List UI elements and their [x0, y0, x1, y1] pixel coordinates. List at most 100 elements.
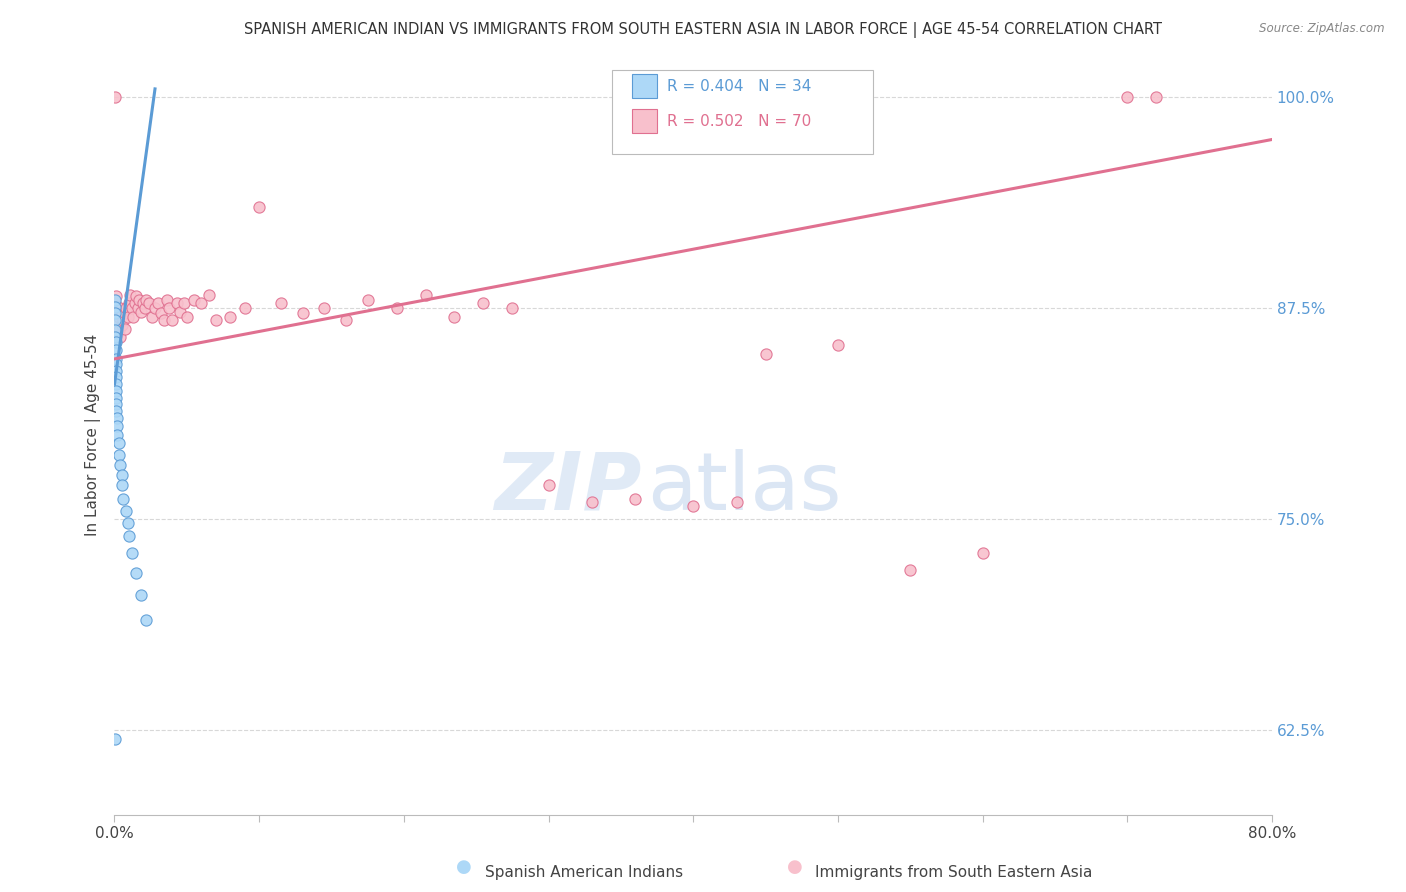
Point: [118, 296, 141, 310]
Text: R = 0.502   N = 70: R = 0.502 N = 70: [666, 113, 811, 128]
Point: [104, 370, 127, 384]
Point: [112, 313, 135, 327]
Point: [122, 310, 145, 324]
Point: [183, 293, 205, 307]
Point: [162, 313, 184, 327]
Point: [104, 323, 127, 337]
Point: [104, 296, 127, 310]
Point: [104, 306, 127, 320]
Point: [135, 614, 157, 628]
Point: [501, 301, 523, 316]
Point: [682, 499, 704, 513]
Point: [129, 588, 152, 602]
Point: [104, 293, 127, 307]
Text: ZIP: ZIP: [494, 449, 641, 527]
Point: [112, 491, 135, 506]
FancyBboxPatch shape: [612, 70, 873, 153]
Point: [115, 301, 138, 316]
Point: [152, 313, 174, 327]
Y-axis label: In Labor Force | Age 45-54: In Labor Force | Age 45-54: [86, 334, 101, 536]
FancyBboxPatch shape: [631, 74, 658, 98]
Point: [233, 301, 256, 316]
Point: [197, 287, 219, 301]
Point: [291, 306, 314, 320]
Point: [270, 296, 292, 310]
Point: [357, 293, 380, 307]
Point: [108, 436, 131, 450]
Point: [104, 289, 127, 303]
Point: [104, 334, 127, 349]
Point: [219, 310, 242, 324]
Point: [104, 90, 127, 104]
Point: [105, 419, 128, 434]
Point: [114, 321, 136, 335]
Point: [247, 200, 270, 214]
Point: [110, 458, 132, 473]
Point: [132, 296, 155, 310]
Point: [104, 404, 127, 418]
Point: [105, 411, 128, 425]
Point: [104, 300, 127, 314]
Point: [104, 343, 127, 358]
Text: ●: ●: [456, 858, 472, 876]
Point: [117, 310, 139, 324]
Point: [114, 306, 136, 320]
Point: [754, 347, 776, 361]
Point: [111, 478, 134, 492]
Text: SPANISH AMERICAN INDIAN VS IMMIGRANTS FROM SOUTH EASTERN ASIA IN LABOR FORCE | A: SPANISH AMERICAN INDIAN VS IMMIGRANTS FR…: [245, 22, 1161, 38]
Point: [104, 364, 127, 378]
Point: [108, 448, 131, 462]
Point: [204, 313, 226, 327]
Point: [190, 296, 212, 310]
Point: [104, 384, 127, 398]
Point: [104, 397, 127, 411]
Point: [314, 301, 336, 316]
Point: [110, 330, 132, 344]
Point: [111, 468, 134, 483]
Point: [624, 491, 647, 506]
Point: [118, 529, 141, 543]
Text: ●: ●: [786, 858, 803, 876]
Point: [111, 318, 134, 333]
Point: [110, 301, 132, 316]
Point: [155, 293, 177, 307]
Point: [972, 546, 994, 560]
Point: [120, 287, 142, 301]
Point: [134, 301, 156, 316]
Point: [105, 427, 128, 442]
Point: [898, 563, 921, 577]
Point: [111, 304, 134, 318]
Point: [135, 293, 157, 307]
Point: [104, 377, 127, 392]
Point: [128, 293, 150, 307]
Point: [138, 296, 160, 310]
Point: [472, 296, 495, 310]
Text: R = 0.404   N = 34: R = 0.404 N = 34: [666, 78, 811, 94]
Text: Spanish American Indians: Spanish American Indians: [485, 865, 683, 880]
Point: [169, 304, 191, 318]
Point: [146, 296, 169, 310]
Point: [143, 301, 166, 316]
Point: [1144, 90, 1167, 104]
Point: [104, 391, 127, 405]
Point: [335, 313, 357, 327]
Point: [176, 310, 198, 324]
Point: [125, 566, 148, 581]
Point: [117, 516, 139, 530]
Point: [1116, 90, 1139, 104]
Text: Source: ZipAtlas.com: Source: ZipAtlas.com: [1260, 22, 1385, 36]
Point: [385, 301, 408, 316]
Point: [149, 306, 172, 320]
Point: [537, 478, 560, 492]
Point: [129, 304, 152, 318]
Point: [108, 310, 131, 324]
Point: [121, 546, 143, 560]
Point: [105, 326, 128, 341]
Point: [443, 310, 465, 324]
Point: [166, 296, 188, 310]
Point: [159, 301, 181, 316]
Point: [104, 330, 127, 344]
Point: [104, 313, 127, 327]
Point: [104, 357, 127, 371]
Point: [827, 338, 849, 352]
